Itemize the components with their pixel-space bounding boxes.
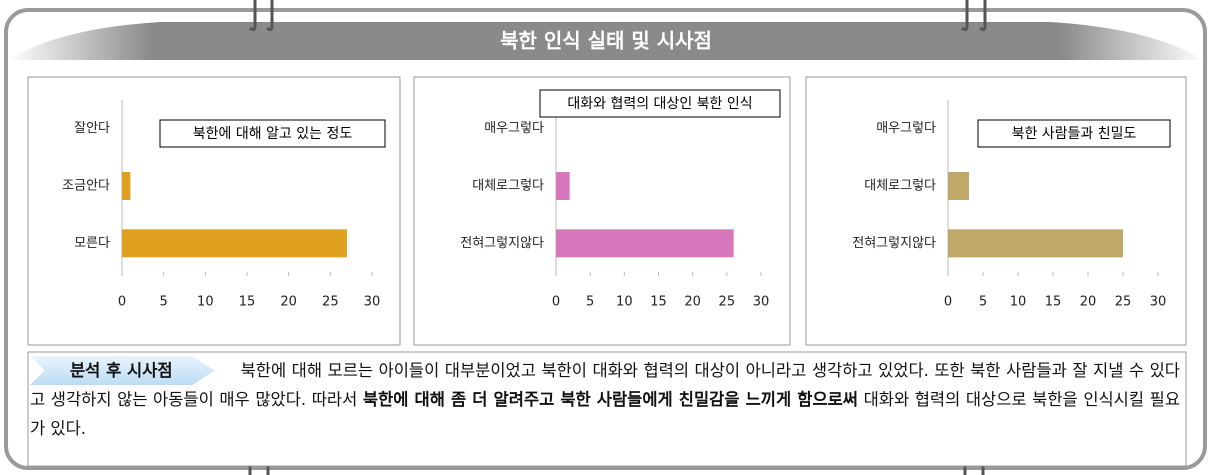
page-title: 북한 인식 실태 및 시사점 <box>500 29 712 53</box>
x-tick-label: 30 <box>364 295 381 310</box>
chart-title: 대화와 협력의 대상인 북한 인식 <box>567 96 752 112</box>
y-tick-label: 잘안다 <box>74 121 110 136</box>
y-tick-label: 전혀그렇지않다 <box>852 236 936 251</box>
x-tick-label: 10 <box>197 295 214 310</box>
y-tick-label: 매우그렇다 <box>876 121 936 136</box>
x-tick-label: 25 <box>1115 295 1132 310</box>
x-tick-label: 20 <box>684 295 701 310</box>
bar <box>948 229 1123 257</box>
x-tick-label: 25 <box>322 295 339 310</box>
chart-title: 북한 사람들과 친밀도 <box>1012 126 1137 142</box>
x-tick-label: 5 <box>979 295 987 310</box>
x-tick-label: 15 <box>239 295 256 310</box>
x-tick-label: 0 <box>552 295 560 310</box>
y-tick-label: 매우그렇다 <box>484 121 544 136</box>
x-tick-label: 0 <box>944 295 952 310</box>
analysis-label: 분석 후 시사점 <box>30 356 215 385</box>
x-tick-label: 20 <box>280 295 297 310</box>
bar <box>122 172 130 200</box>
chart-title: 북한에 대해 알고 있는 정도 <box>193 126 353 142</box>
bar <box>948 172 969 200</box>
y-tick-label: 대체로그렇다 <box>472 179 544 194</box>
x-tick-label: 10 <box>616 295 633 310</box>
x-tick-label: 5 <box>586 295 594 310</box>
x-tick-label: 30 <box>753 295 770 310</box>
panel <box>28 77 400 345</box>
x-tick-label: 0 <box>118 295 126 310</box>
y-tick-label: 대체로그렇다 <box>864 179 936 194</box>
x-tick-label: 5 <box>160 295 168 310</box>
bar <box>556 229 734 257</box>
x-tick-label: 10 <box>1010 295 1027 310</box>
y-tick-label: 모른다 <box>74 236 110 251</box>
y-tick-label: 전혀그렇지않다 <box>460 236 544 251</box>
y-tick-label: 조금안다 <box>62 179 110 194</box>
x-tick-label: 30 <box>1150 295 1167 310</box>
bar <box>122 229 347 257</box>
x-tick-label: 15 <box>1045 295 1062 310</box>
x-tick-label: 25 <box>719 295 736 310</box>
emphasis-text: 북한에 대해 좀 더 알려주고 북한 사람들에게 친밀감을 느끼게 함으로써 <box>363 390 858 409</box>
page: 북한 인식 실태 및 시사점 051015202530잘안다조금안다모른다북한에… <box>0 0 1212 475</box>
x-tick-label: 20 <box>1080 295 1097 310</box>
x-tick-label: 15 <box>650 295 667 310</box>
bar <box>556 172 570 200</box>
